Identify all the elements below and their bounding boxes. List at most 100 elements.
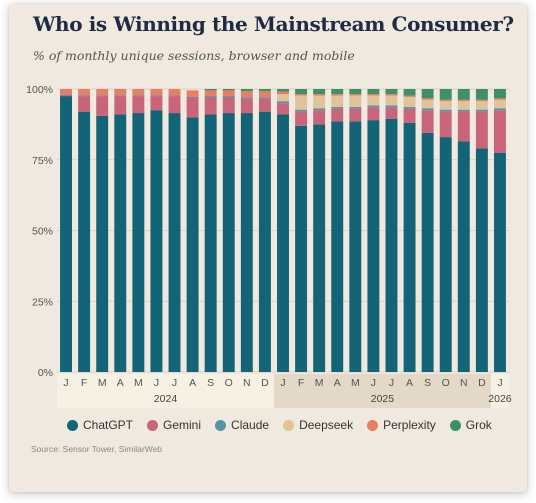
legend-label: Deepseek — [299, 418, 354, 432]
x-tick-label: J — [63, 377, 68, 389]
x-tick-label: A — [334, 377, 341, 389]
x-tick-label: S — [424, 377, 431, 389]
bar-segment-gemini — [439, 111, 452, 138]
bar-segment-claude — [277, 101, 289, 104]
bar-segment-deepseek — [385, 95, 398, 106]
bar-segment-claude — [367, 105, 380, 108]
chart-title: Who is Winning the Mainstream Consumer? — [33, 12, 514, 36]
x-tick-label: N — [243, 377, 251, 389]
bar-segment-gemini — [385, 107, 398, 119]
bar-segment-perplexity — [132, 89, 145, 96]
bar-segment-perplexity — [331, 94, 344, 96]
x-tick-label: F — [298, 377, 304, 389]
legend-swatch — [147, 419, 159, 431]
bar-segment-chatgpt — [493, 152, 506, 372]
bar-segment-perplexity — [277, 91, 289, 95]
y-tick-label: 50% — [32, 226, 53, 238]
bar-segment-claude — [240, 97, 253, 99]
bar-segment-perplexity — [114, 89, 127, 96]
bar-segment-deepseek — [367, 95, 380, 106]
bar-segment-chatgpt — [168, 113, 181, 373]
bar-segment-grok — [204, 89, 217, 91]
bar-segment-perplexity — [295, 94, 308, 96]
bar-segment-chatgpt — [295, 125, 308, 372]
bar-segment-grok — [277, 89, 289, 92]
bar-segment-deepseek — [331, 95, 344, 107]
bar-segment-grok — [475, 89, 488, 100]
bar-segment-claude — [331, 106, 344, 109]
chart-card: Who is Winning the Mainstream Consumer? … — [9, 4, 527, 492]
bar-segment-deepseek — [421, 99, 434, 109]
legend-swatch — [215, 419, 227, 431]
bar-segment-perplexity — [475, 99, 488, 102]
bar-segment-claude — [295, 109, 308, 112]
bar-segment-grok — [258, 89, 271, 92]
bar-segment-chatgpt — [421, 132, 434, 372]
bar-segment-gemini — [295, 111, 308, 126]
bar-segment-chatgpt — [277, 114, 289, 372]
bar-segment-claude — [60, 94, 73, 95]
bar-segment-chatgpt — [78, 111, 91, 372]
chart-subtitle: % of monthly unique sessions, browser an… — [33, 48, 355, 63]
bar-segment-perplexity — [367, 94, 380, 96]
bar-segment-perplexity — [385, 94, 398, 96]
bar-segment-claude — [313, 108, 326, 111]
bar-segment-gemini — [493, 110, 506, 153]
bar-segment-chatgpt — [403, 122, 416, 373]
legend-item-perplexity: Perplexity — [367, 418, 436, 432]
bar-segment-claude — [258, 97, 271, 99]
bar-segment-chatgpt — [150, 110, 163, 372]
bar-segment-gemini — [168, 96, 181, 114]
bar-segment-claude — [457, 109, 470, 112]
bar-segment-claude — [349, 106, 362, 109]
bar-segment-grok — [403, 89, 416, 96]
bar-segment-claude — [204, 96, 217, 98]
bar-segment-deepseek — [349, 95, 362, 107]
bar-segment-claude — [493, 108, 506, 111]
bar-segment-grok — [331, 89, 344, 95]
bar-segment-chatgpt — [313, 124, 326, 372]
bar-segment-perplexity — [222, 90, 235, 97]
legend-label: Grok — [465, 418, 492, 432]
legend-swatch — [67, 419, 78, 431]
bar-segment-chatgpt — [331, 121, 344, 372]
year-label: 2025 — [371, 393, 395, 405]
year-band — [57, 374, 274, 408]
bar-segment-deepseek — [313, 95, 326, 109]
bar-segment-chatgpt — [475, 148, 488, 372]
bar-segment-deepseek — [277, 94, 289, 102]
bar-segment-gemini — [78, 96, 91, 112]
bar-segment-gemini — [349, 108, 362, 122]
bar-segment-claude — [385, 105, 398, 108]
bar-segment-perplexity — [258, 91, 271, 98]
x-tick-label: J — [172, 377, 177, 389]
legend-label: Perplexity — [383, 418, 436, 432]
x-tick-label: J — [389, 377, 394, 389]
bar-segment-grok — [457, 89, 470, 100]
bar-segment-chatgpt — [60, 96, 73, 372]
legend-swatch — [283, 419, 295, 431]
bar-segment-claude — [186, 96, 199, 98]
bar-segment-gemini — [313, 110, 326, 125]
bar-segment-deepseek — [475, 101, 488, 110]
bar-segment-perplexity — [403, 95, 416, 97]
bar-segment-grok — [295, 89, 308, 95]
bar-segment-chatgpt — [258, 111, 271, 372]
bar-segment-grok — [439, 89, 452, 100]
bar-segment-grok — [421, 89, 434, 99]
bar-segment-chatgpt — [385, 118, 398, 372]
x-tick-label: A — [189, 377, 196, 389]
bar-segment-perplexity — [78, 89, 91, 96]
bar-segment-perplexity — [186, 90, 199, 97]
legend-item-grok: Grok — [449, 418, 492, 432]
legend-item-deepseek: Deepseek — [283, 418, 353, 432]
legend-label: Gemini — [163, 418, 202, 432]
bar-segment-perplexity — [313, 94, 326, 96]
bar-segment-gemini — [475, 111, 488, 149]
x-tick-label: N — [460, 377, 468, 389]
bar-segment-grok — [222, 89, 235, 91]
y-tick-label: 25% — [32, 296, 53, 308]
bar-segment-gemini — [204, 97, 217, 115]
x-tick-label: D — [261, 377, 269, 389]
